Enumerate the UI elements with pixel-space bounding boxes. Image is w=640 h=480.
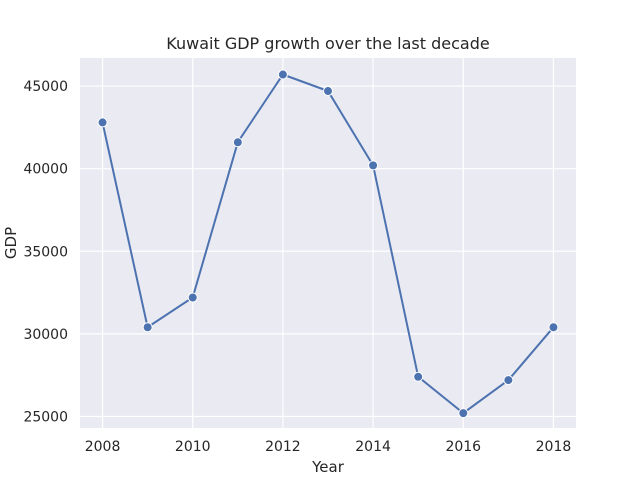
- chart-title: Kuwait GDP growth over the last decade: [166, 34, 489, 53]
- data-point: [458, 408, 469, 419]
- x-tick-label: 2010: [175, 439, 211, 455]
- gdp-series-points: [97, 69, 559, 419]
- x-tick-label: 2008: [85, 439, 121, 455]
- x-axis-label: Year: [311, 458, 345, 476]
- y-axis-label: GDP: [2, 227, 20, 259]
- data-point: [413, 371, 424, 382]
- y-tick-label: 45000: [23, 79, 68, 95]
- data-point: [503, 375, 514, 386]
- x-tick-label: 2012: [265, 439, 301, 455]
- data-point: [232, 137, 243, 148]
- plot-area: [80, 58, 576, 428]
- y-tick-label: 30000: [23, 327, 68, 343]
- data-point: [187, 292, 198, 303]
- x-tick-label: 2014: [355, 439, 391, 455]
- data-point: [368, 160, 379, 171]
- data-point: [323, 86, 333, 97]
- data-point: [548, 322, 559, 333]
- x-tick-labels: 2008 2010 2012 2014 2016 2018: [85, 439, 572, 455]
- data-point: [277, 69, 288, 80]
- data-point: [97, 117, 108, 128]
- y-tick-labels: 25000 30000 35000 40000 45000: [23, 79, 68, 425]
- x-tick-label: 2018: [536, 439, 572, 455]
- x-tick-label: 2016: [445, 439, 481, 455]
- grid-lines: [80, 58, 576, 428]
- y-tick-label: 25000: [23, 409, 68, 425]
- data-point: [142, 322, 153, 333]
- y-tick-label: 40000: [23, 162, 68, 178]
- y-tick-label: 35000: [23, 244, 68, 260]
